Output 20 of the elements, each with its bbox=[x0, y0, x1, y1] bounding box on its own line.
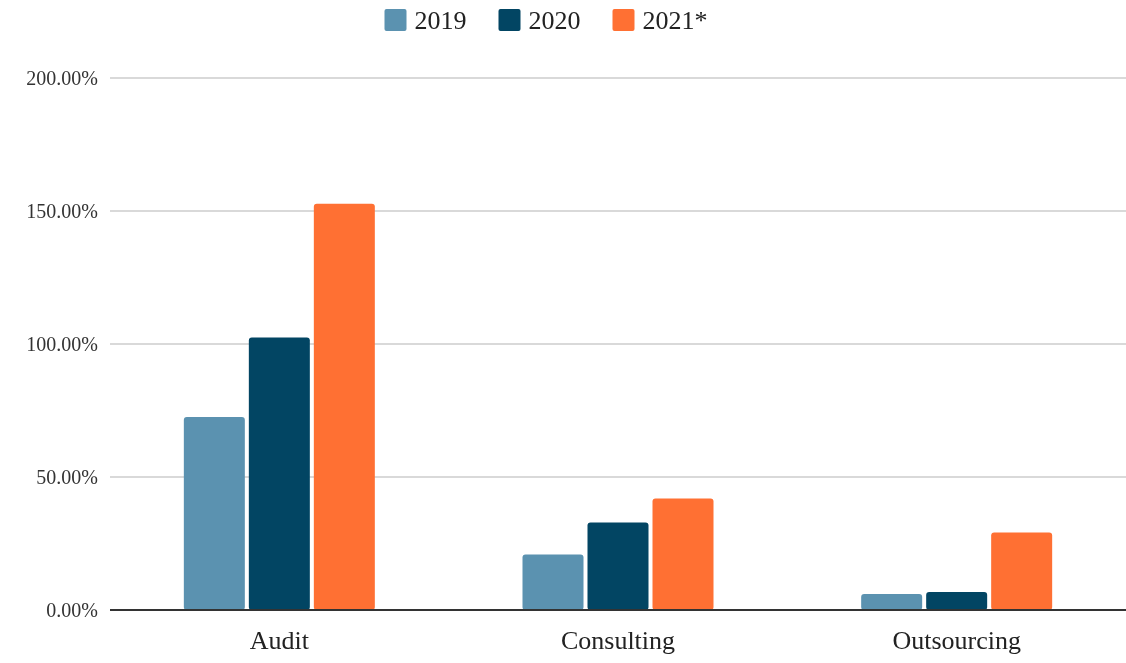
y-tick-label: 200.00% bbox=[26, 67, 98, 89]
bar bbox=[587, 522, 649, 610]
bar bbox=[183, 416, 245, 610]
y-tick-label: 50.00% bbox=[36, 466, 98, 488]
x-tick-label: Outsourcing bbox=[892, 626, 1021, 655]
bar bbox=[248, 337, 310, 610]
bar bbox=[861, 594, 923, 610]
bar bbox=[522, 554, 584, 610]
bar bbox=[652, 498, 714, 610]
y-tick-label: 0.00% bbox=[46, 599, 98, 621]
x-tick-label: Consulting bbox=[560, 626, 676, 655]
legend-label: 2020 bbox=[528, 6, 581, 36]
bar bbox=[926, 591, 988, 610]
y-tick-label: 100.00% bbox=[26, 333, 98, 355]
legend-label: 2021* bbox=[642, 6, 708, 36]
y-tick-label: 150.00% bbox=[26, 200, 98, 222]
bar bbox=[991, 532, 1053, 610]
x-tick-label: Audit bbox=[249, 626, 310, 655]
legend-label: 2019 bbox=[414, 6, 467, 36]
bar bbox=[313, 203, 375, 610]
